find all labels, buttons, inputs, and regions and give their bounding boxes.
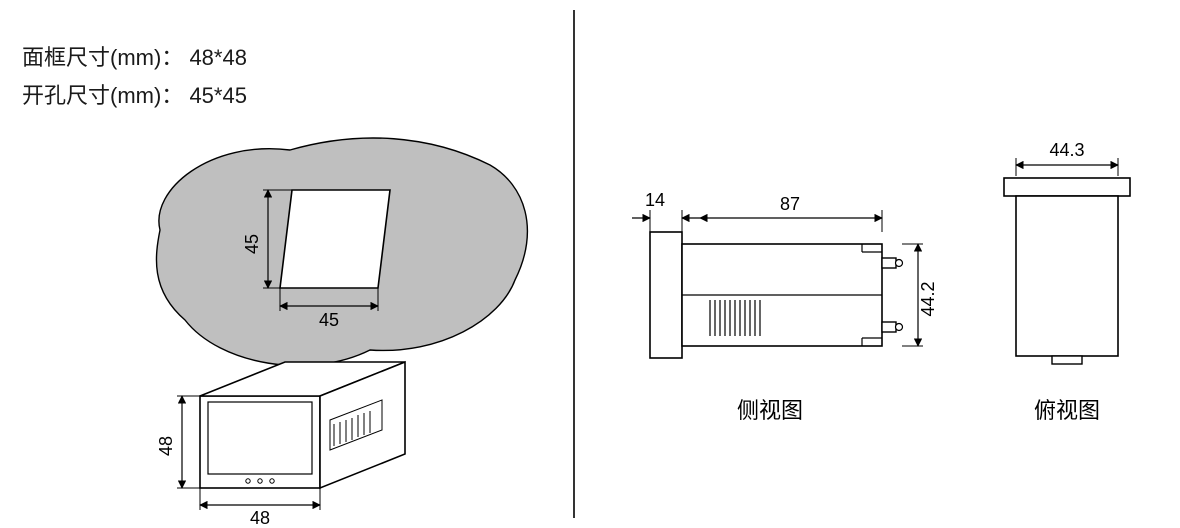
dim-cutout-h-text: 45 — [242, 234, 262, 254]
dim-front-w-text: 48 — [250, 508, 270, 528]
top-view-drawing: 44.3 俯视图 — [1004, 140, 1130, 423]
dim-body-depth: 87 — [700, 194, 882, 232]
top-view-caption: 俯视图 — [1034, 398, 1100, 423]
side-view-drawing: 14 87 — [632, 190, 938, 423]
left-panel: 45 45 — [156, 138, 527, 528]
dim-front-h-text: 48 — [156, 436, 176, 456]
device-isometric — [200, 362, 405, 488]
side-view-caption: 侧视图 — [737, 398, 803, 423]
cutout-hole — [280, 190, 390, 288]
dim-front-height: 48 — [156, 396, 200, 488]
dim-body-h-text: 44.2 — [918, 281, 938, 316]
dim-body-height: 44.2 — [902, 244, 938, 346]
dim-top-width: 44.3 — [1016, 140, 1118, 176]
dim-body-depth-text: 87 — [780, 194, 800, 214]
dim-bezel-text: 14 — [645, 190, 665, 210]
dim-front-width: 48 — [200, 488, 320, 528]
technical-drawing: 45 45 — [0, 0, 1180, 528]
dim-bezel-depth: 14 — [632, 190, 700, 232]
dim-top-w-text: 44.3 — [1049, 140, 1084, 160]
dim-cutout-w-text: 45 — [319, 310, 339, 330]
